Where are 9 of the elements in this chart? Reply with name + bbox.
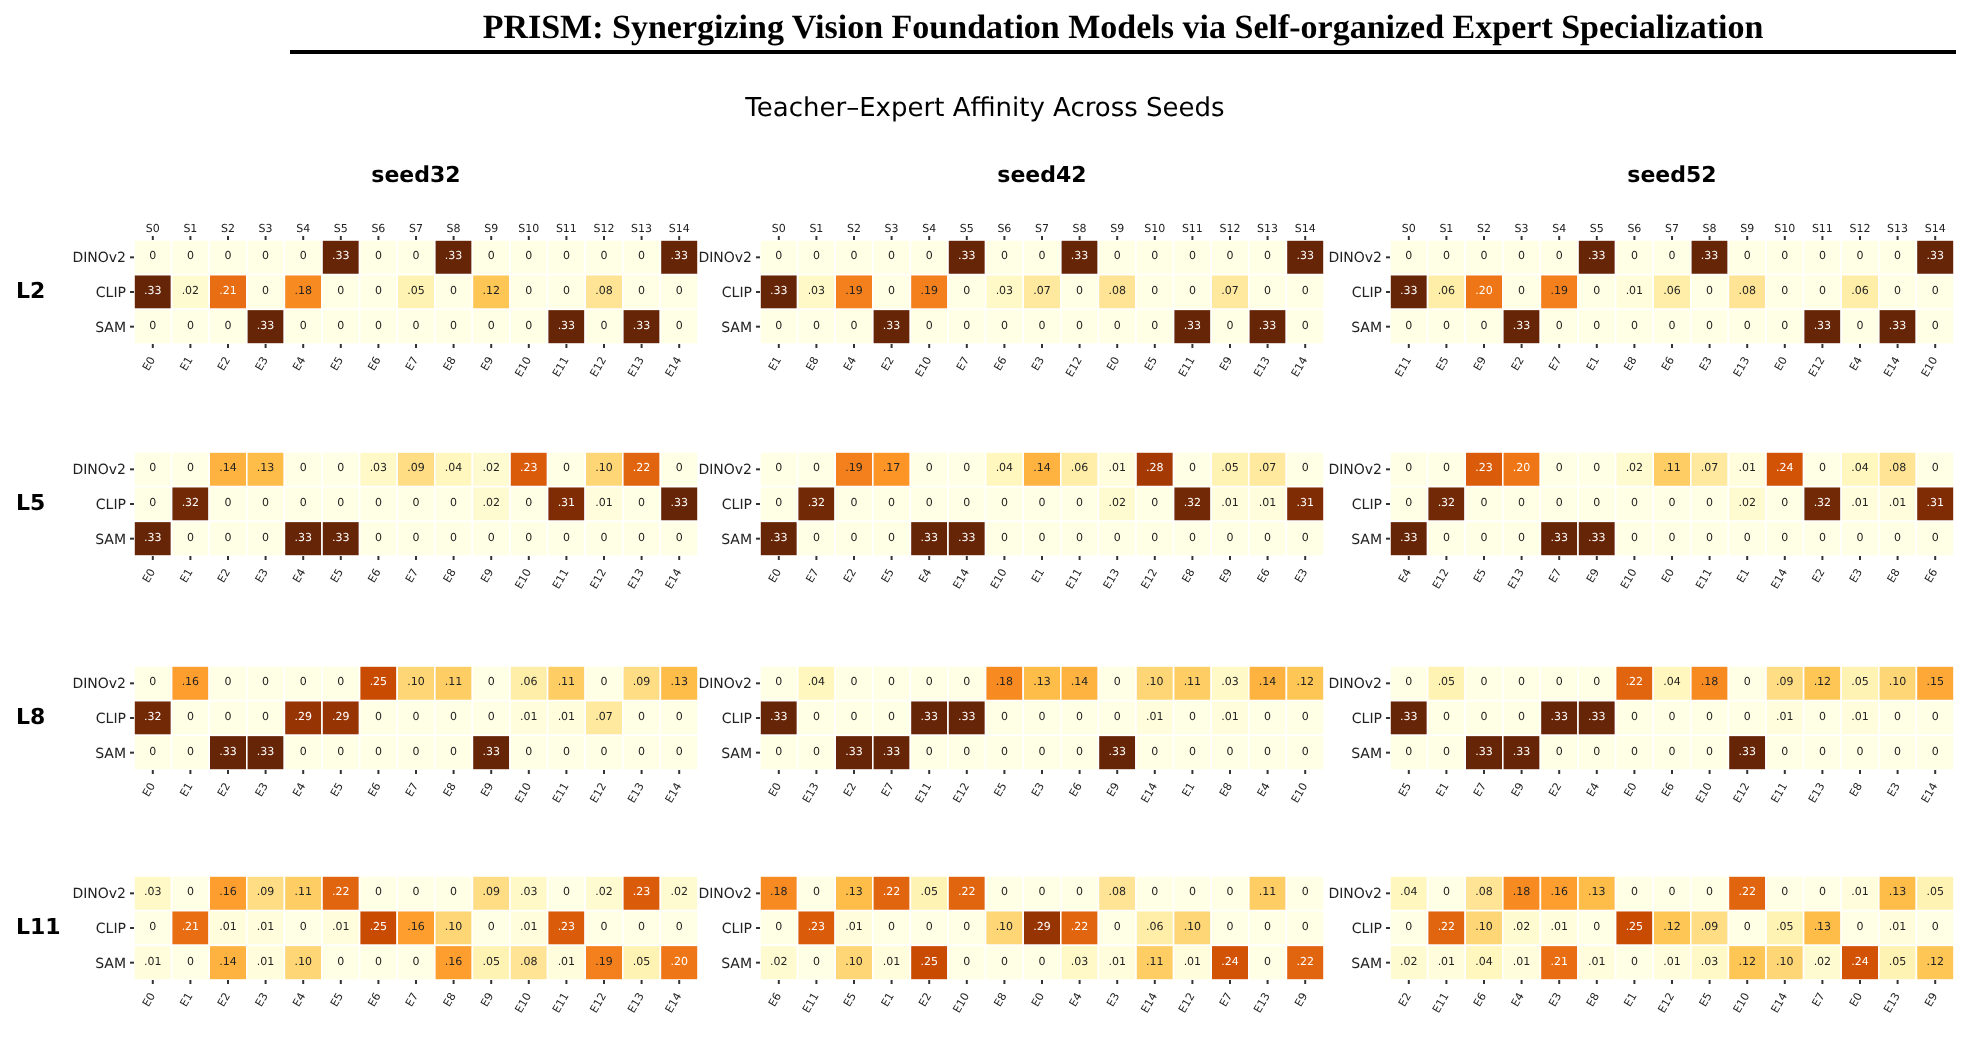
y-axis-title: L8 — [16, 704, 46, 732]
chart-title: seed52 — [1625, 162, 1719, 188]
text: Teacher–Expert Affinity Across Seeds — [743, 92, 1227, 128]
y-axis-title: L2 — [16, 278, 46, 306]
chart-title: seed42 — [995, 162, 1089, 188]
text: PRISM: Synergizing Vision Foundation Models via Self-organized Expert Specialization — [290, 6, 1956, 54]
y-axis-title: L11 — [16, 914, 61, 942]
y-axis-title: L5 — [16, 490, 46, 518]
chart-title: seed32 — [369, 162, 463, 188]
